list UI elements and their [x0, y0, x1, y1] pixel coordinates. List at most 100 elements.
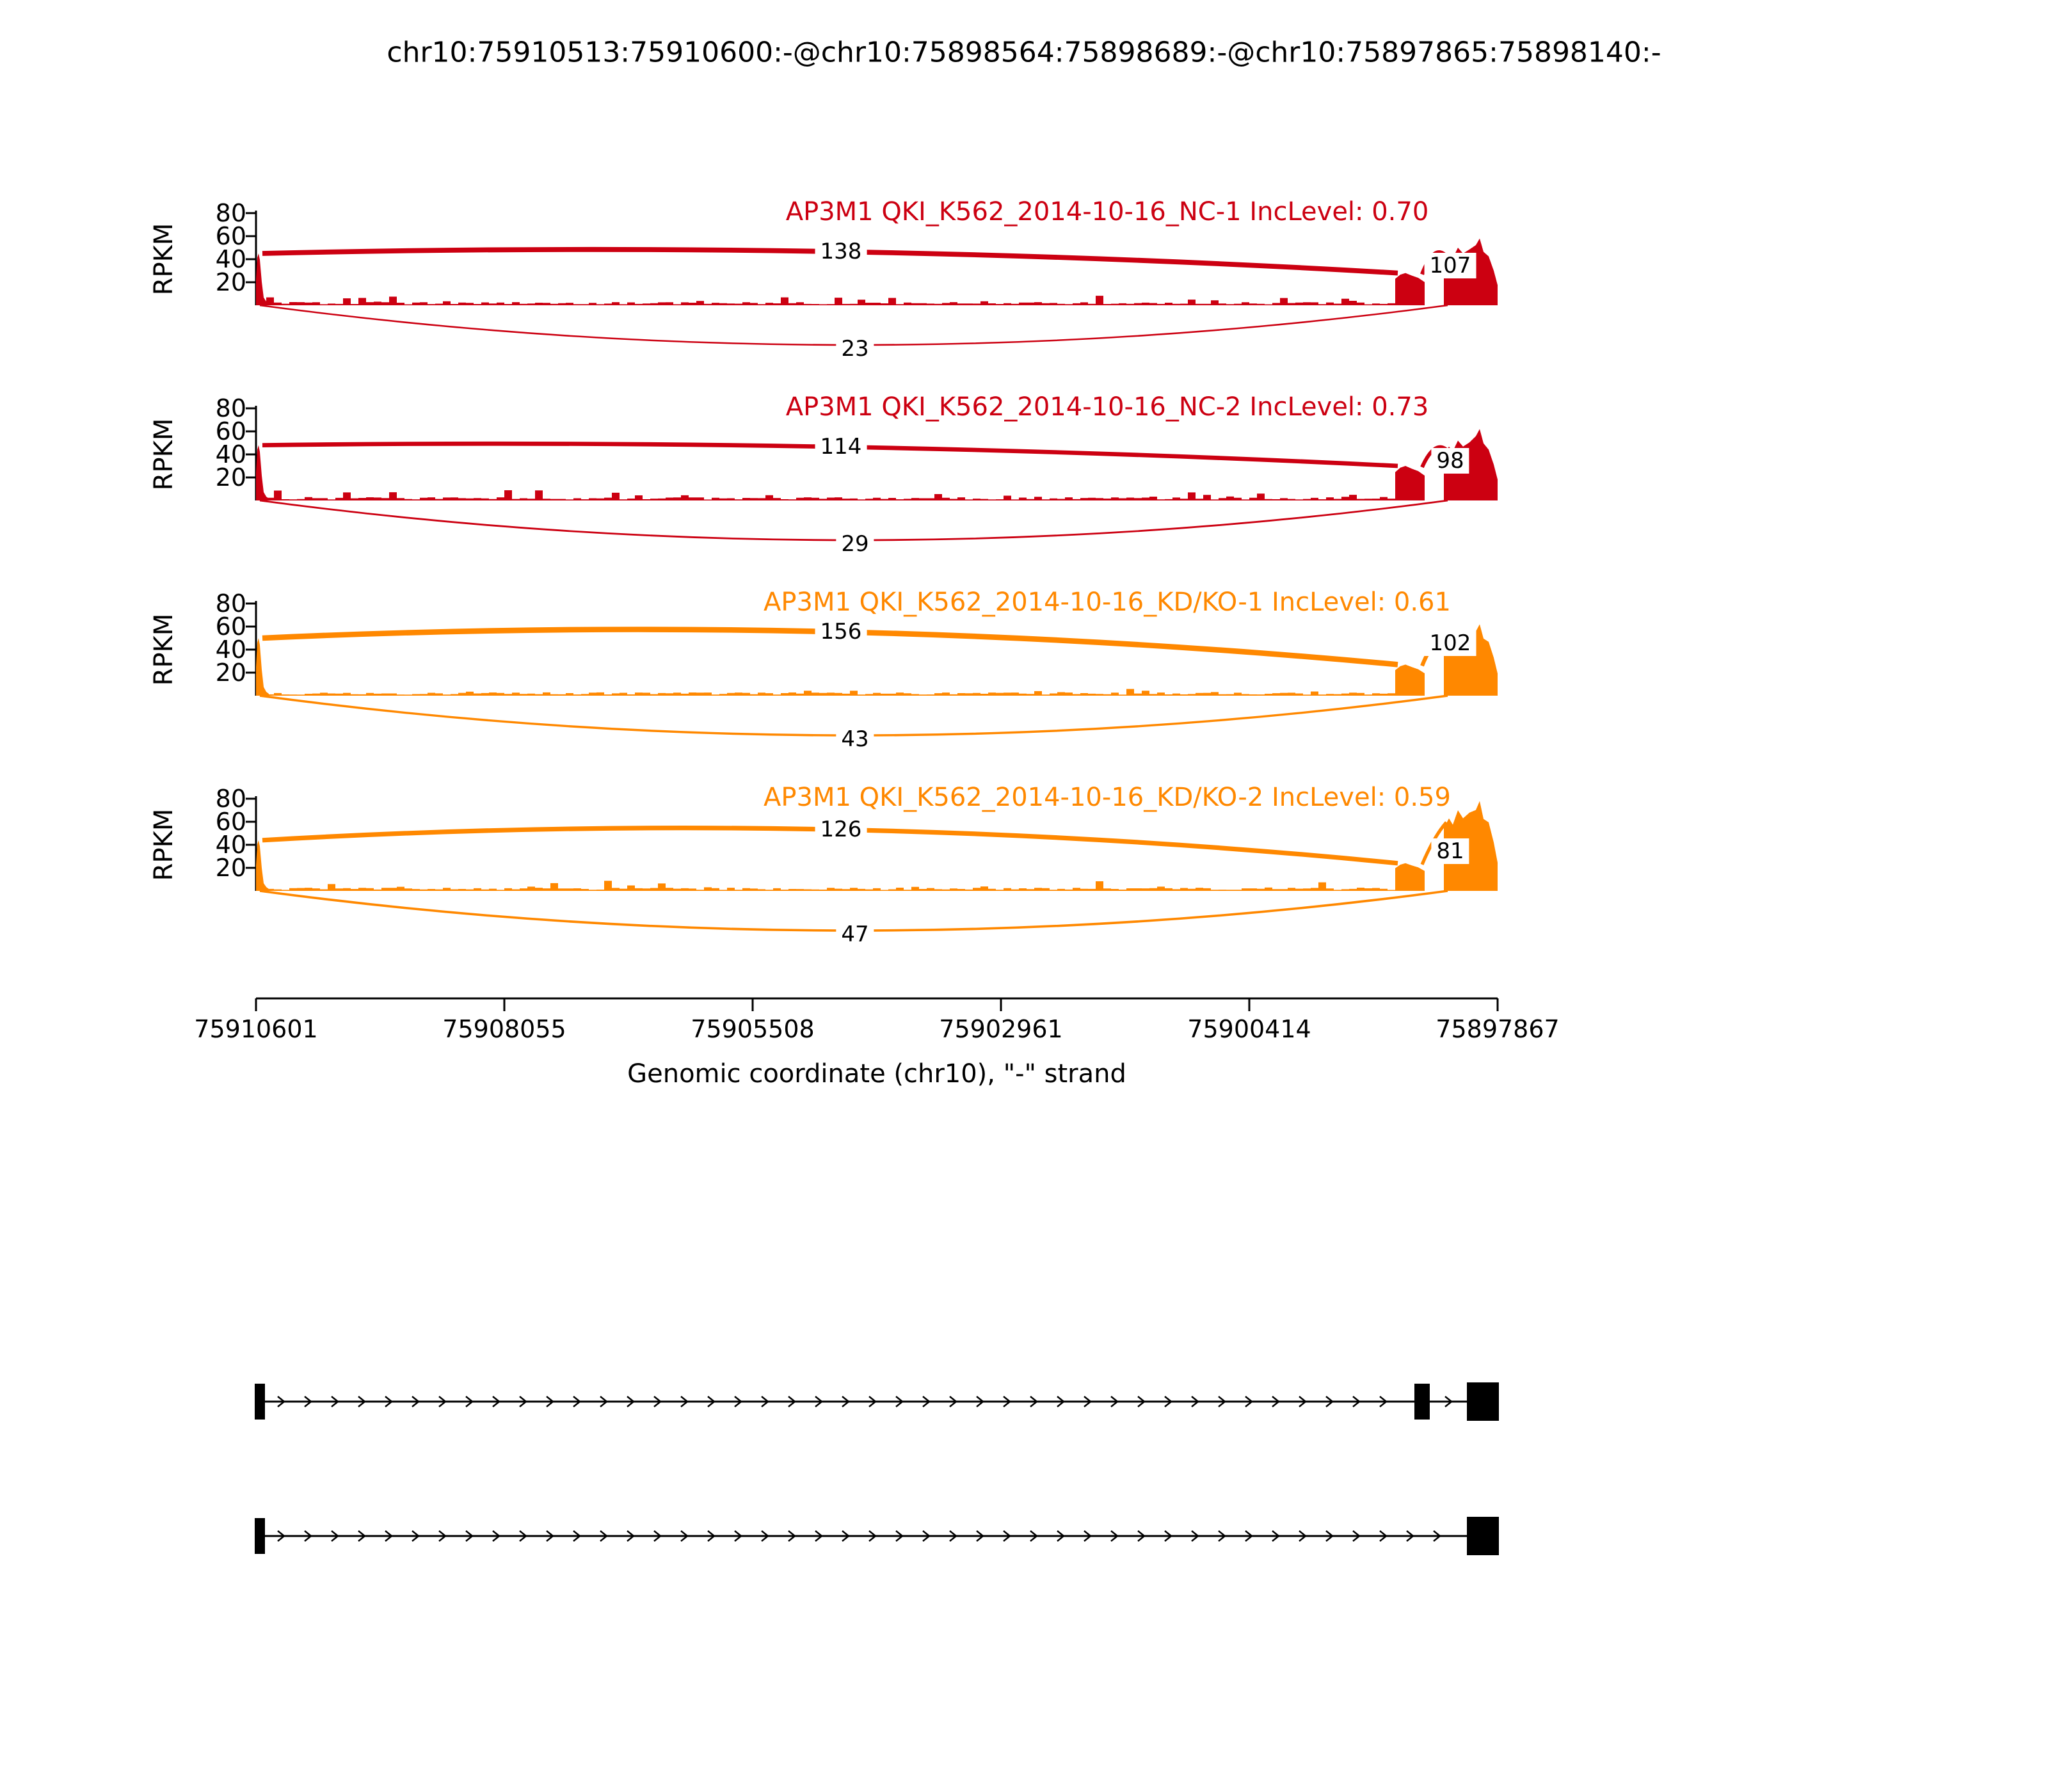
y-tick-label: 20: [215, 854, 246, 882]
y-tick-label: 80: [215, 199, 246, 227]
strand-arrow-icon: [1137, 1530, 1146, 1542]
strand-arrow-icon: [385, 1396, 394, 1407]
strand-arrow-icon: [492, 1530, 501, 1542]
track-title-nc2: AP3M1 QKI_K562_2014-10-16_NC-2 IncLevel:…: [785, 392, 1429, 422]
strand-arrow-icon: [358, 1530, 367, 1542]
strand-arrow-icon: [277, 1396, 286, 1407]
junction-count-inclusion: 114: [815, 434, 867, 460]
strand-arrow-icon: [304, 1396, 313, 1407]
y-axis-label: RPKM: [149, 613, 179, 686]
x-tick-label: 75908055: [442, 1015, 566, 1043]
y-tick-label: 40: [215, 636, 246, 664]
x-tick-label: 75910601: [194, 1015, 318, 1043]
strand-arrow-icon: [707, 1530, 716, 1542]
track-title-nc1: AP3M1 QKI_K562_2014-10-16_NC-1 IncLevel:…: [785, 197, 1429, 227]
strand-arrow-icon: [1030, 1396, 1039, 1407]
figure-title: chr10:75910513:75910600:-@chr10:75898564…: [387, 36, 1661, 69]
strand-arrow-icon: [734, 1396, 743, 1407]
strand-arrow-icon: [1003, 1396, 1012, 1407]
strand-arrow-icon: [277, 1530, 286, 1542]
strand-arrow-icon: [519, 1396, 528, 1407]
strand-arrow-icon: [1379, 1530, 1388, 1542]
strand-arrow-icon: [1003, 1530, 1012, 1542]
strand-arrow-icon: [761, 1530, 770, 1542]
strand-arrow-icon: [1245, 1396, 1254, 1407]
strand-arrow-icon: [465, 1530, 474, 1542]
y-axis-label: RPKM: [149, 223, 179, 296]
coverage-upstream-exon: [256, 445, 269, 500]
junction-count-inclusion: 156: [815, 619, 867, 644]
strand-arrow-icon: [842, 1530, 851, 1542]
strand-arrow-icon: [304, 1530, 313, 1542]
strand-arrow-icon: [707, 1396, 716, 1407]
strand-arrow-icon: [653, 1530, 662, 1542]
strand-arrow-icon: [546, 1396, 555, 1407]
strand-arrow-icon: [868, 1530, 877, 1542]
strand-arrow-icon: [627, 1396, 636, 1407]
x-tick-label: 75897867: [1436, 1015, 1560, 1043]
strand-arrow-icon: [761, 1396, 770, 1407]
y-axis-label: RPKM: [149, 808, 179, 881]
strand-arrow-icon: [492, 1396, 501, 1407]
strand-arrow-icon: [573, 1396, 582, 1407]
y-tick-label: 60: [215, 417, 246, 445]
junction-count-inclusion: 138: [815, 239, 867, 264]
y-tick-label: 80: [215, 394, 246, 422]
strand-arrow-icon: [358, 1396, 367, 1407]
strand-arrow-icon: [788, 1530, 797, 1542]
strand-arrow-icon: [868, 1396, 877, 1407]
strand-arrow-icon: [1218, 1530, 1227, 1542]
y-tick-label: 20: [215, 463, 246, 492]
strand-arrow-icon: [438, 1396, 447, 1407]
x-axis-graphics: [255, 997, 1499, 1011]
sashimi-track-graphics: [246, 211, 1498, 346]
strand-arrow-icon: [1444, 1396, 1453, 1407]
junction-count-inclusion: 126: [815, 817, 867, 842]
sashimi-track-graphics: [246, 406, 1498, 541]
junction-count-downstream: 98: [1431, 448, 1469, 474]
strand-arrow-icon: [1272, 1530, 1281, 1542]
strand-arrow-icon: [1218, 1396, 1227, 1407]
strand-arrow-icon: [949, 1530, 958, 1542]
strand-arrow-icon: [546, 1530, 555, 1542]
junction-count-downstream: 102: [1424, 630, 1476, 656]
strand-arrow-icon: [465, 1396, 474, 1407]
strand-arrow-icon: [600, 1396, 609, 1407]
y-tick-label: 40: [215, 440, 246, 468]
y-tick-label: 40: [215, 831, 246, 859]
strand-arrow-icon: [1164, 1530, 1173, 1542]
junction-count-skipping: 29: [836, 531, 874, 557]
coverage-skipped-exon: [1395, 273, 1425, 305]
strand-arrow-icon: [1084, 1396, 1092, 1407]
junction-count-skipping: 43: [836, 726, 874, 752]
strand-arrow-icon: [922, 1530, 931, 1542]
strand-arrow-icon: [815, 1396, 824, 1407]
y-axis-label: RPKM: [149, 418, 179, 491]
y-tick-label: 60: [215, 612, 246, 641]
x-axis-label: Genomic coordinate (chr10), "-" strand: [627, 1059, 1126, 1089]
strand-arrow-icon: [600, 1530, 609, 1542]
strand-arrow-icon: [1057, 1396, 1066, 1407]
sashimi-track-graphics: [246, 601, 1498, 737]
track-title-kd2: AP3M1 QKI_K562_2014-10-16_KD/KO-2 IncLev…: [764, 783, 1451, 812]
coverage-upstream-exon: [256, 638, 269, 696]
strand-arrow-icon: [1191, 1396, 1200, 1407]
strand-arrow-icon: [922, 1396, 931, 1407]
strand-arrow-icon: [438, 1530, 447, 1542]
coverage-intron-noise: [266, 689, 1395, 696]
junction-count-downstream: 107: [1424, 253, 1476, 278]
strand-arrow-icon: [1433, 1530, 1442, 1542]
sashimi-track-graphics: [246, 796, 1498, 932]
strand-arrow-icon: [385, 1530, 394, 1542]
strand-arrow-icon: [976, 1396, 985, 1407]
x-tick-label: 75900414: [1187, 1015, 1311, 1043]
strand-arrow-icon: [680, 1530, 689, 1542]
coverage-downstream-exon: [1444, 429, 1498, 500]
track-title-kd1: AP3M1 QKI_K562_2014-10-16_KD/KO-1 IncLev…: [764, 588, 1451, 617]
coverage-skipped-exon: [1395, 863, 1425, 891]
strand-arrow-icon: [949, 1396, 958, 1407]
x-tick-label: 75905508: [691, 1015, 815, 1043]
strand-arrow-icon: [1137, 1396, 1146, 1407]
junction-count-skipping: 23: [836, 336, 874, 362]
